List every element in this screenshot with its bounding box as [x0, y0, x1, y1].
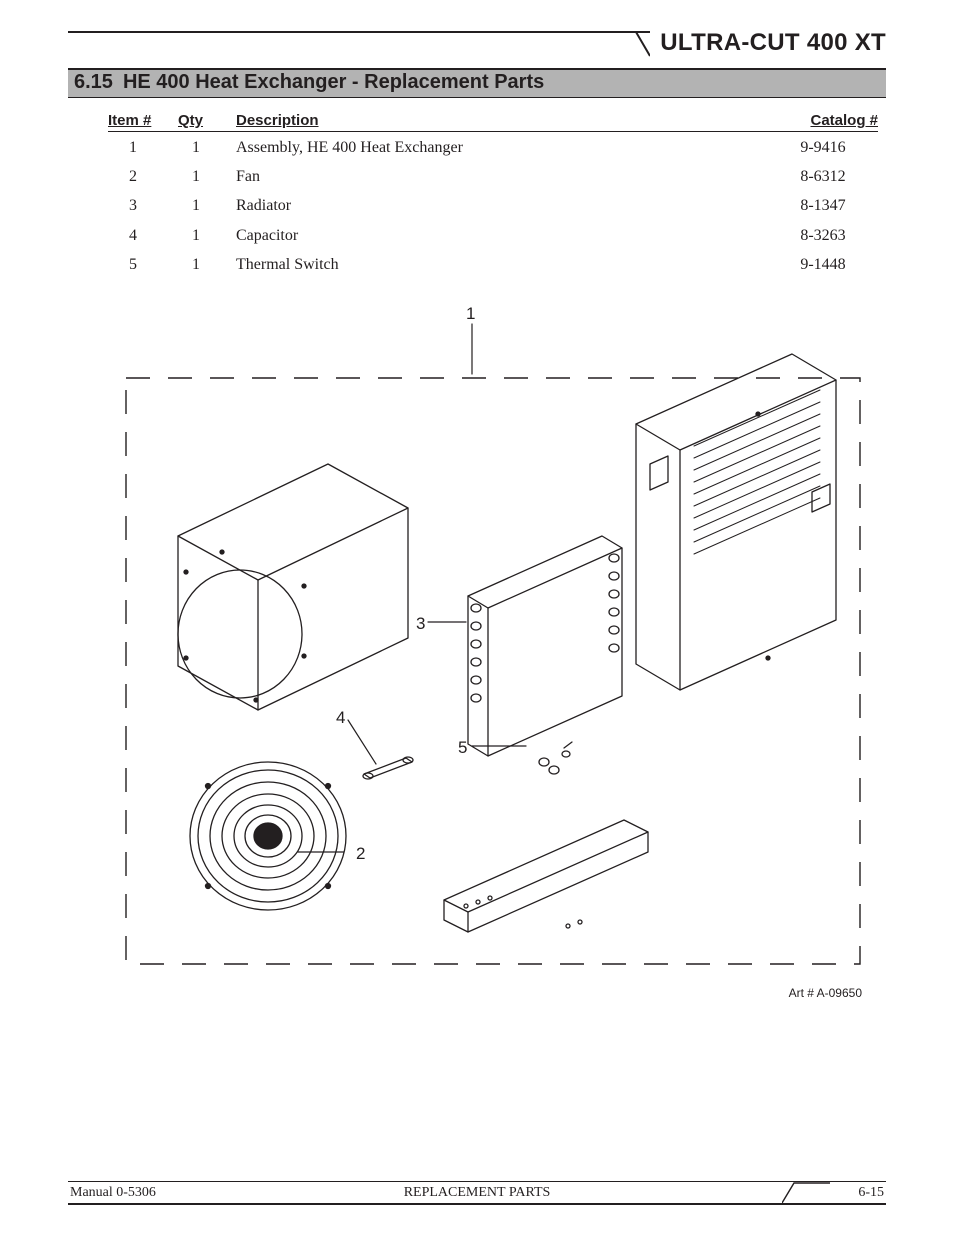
diagram-callout: 3	[416, 614, 425, 634]
cell-item: 5	[108, 251, 178, 278]
cell-description: Fan	[236, 163, 768, 190]
col-header-qty: Qty	[178, 112, 236, 129]
diagram-callout: 4	[336, 708, 345, 728]
col-header-item: Item #	[108, 112, 178, 129]
art-number: Art # A-09650	[789, 986, 862, 1000]
cell-qty: 1	[178, 192, 236, 219]
illustration-base-plate	[444, 820, 648, 932]
cell-item: 4	[108, 222, 178, 249]
col-header-catalog: Catalog #	[768, 112, 878, 129]
header-area: ULTRA-CUT 400 XT	[68, 26, 886, 60]
parts-table: Item # Qty Description Catalog # 11Assem…	[68, 112, 886, 278]
cell-catalog: 8-3263	[768, 222, 878, 249]
section-title: HE 400 Heat Exchanger - Replacement Part…	[123, 71, 544, 94]
footer-slash-icon	[782, 1181, 830, 1205]
illustration-thermal-switch	[539, 742, 572, 774]
table-header-row: Item # Qty Description Catalog #	[108, 112, 878, 132]
cell-item: 2	[108, 163, 178, 190]
diagram-callout: 2	[356, 844, 365, 864]
table-row: 41Capacitor8-3263	[108, 220, 878, 249]
diagram-callout: 5	[458, 738, 467, 758]
cell-qty: 1	[178, 134, 236, 161]
illustration-fan	[190, 762, 346, 910]
footer-section-name: REPLACEMENT PARTS	[404, 1185, 551, 1201]
table-row: 21Fan8-6312	[108, 161, 878, 190]
table-row: 31Radiator8-1347	[108, 190, 878, 219]
cell-item: 1	[108, 134, 178, 161]
cell-catalog: 8-1347	[768, 192, 878, 219]
cell-description: Assembly, HE 400 Heat Exchanger	[236, 134, 768, 161]
cell-description: Thermal Switch	[236, 251, 768, 278]
cell-catalog: 8-6312	[768, 163, 878, 190]
page: ULTRA-CUT 400 XT 6.15 HE 400 Heat Exchan…	[0, 0, 954, 1235]
illustration-svg	[68, 296, 886, 996]
illustration-capacitor	[363, 757, 413, 779]
illustration-housing-right	[636, 354, 836, 690]
illustration-housing-left	[178, 464, 408, 710]
cell-qty: 1	[178, 251, 236, 278]
footer-manual-number: Manual 0-5306	[70, 1185, 156, 1201]
table-row: 11Assembly, HE 400 Heat Exchanger9-9416	[108, 132, 878, 161]
table-row: 51Thermal Switch9-1448	[108, 249, 878, 278]
footer-page-number: 6-15	[858, 1185, 884, 1201]
cell-qty: 1	[178, 163, 236, 190]
col-header-desc: Description	[236, 112, 768, 129]
diagram-callout: 1	[466, 304, 475, 324]
cell-qty: 1	[178, 222, 236, 249]
illustration-radiator	[468, 536, 622, 756]
table-body: 11Assembly, HE 400 Heat Exchanger9-94162…	[108, 132, 878, 278]
product-title-wrap: ULTRA-CUT 400 XT	[650, 24, 886, 57]
exploded-diagram: 13452 Art # A-09650	[68, 296, 886, 996]
cell-description: Capacitor	[236, 222, 768, 249]
section-number: 6.15	[74, 71, 113, 94]
cell-description: Radiator	[236, 192, 768, 219]
page-footer: Manual 0-5306 REPLACEMENT PARTS 6-15	[68, 1181, 886, 1205]
cell-catalog: 9-9416	[768, 134, 878, 161]
cell-item: 3	[108, 192, 178, 219]
section-heading: 6.15 HE 400 Heat Exchanger - Replacement…	[68, 68, 886, 98]
product-title: ULTRA-CUT 400 XT	[660, 24, 886, 57]
header-slash-icon	[594, 30, 650, 58]
cell-catalog: 9-1448	[768, 251, 878, 278]
